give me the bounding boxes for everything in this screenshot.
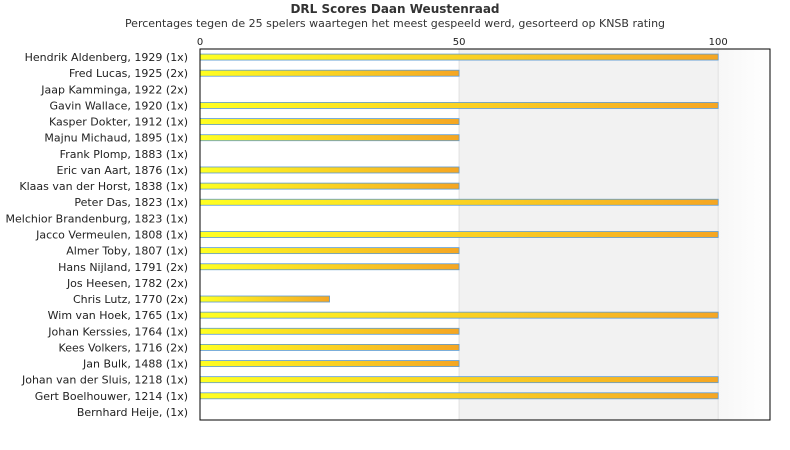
bar	[199, 376, 719, 384]
chart-title: DRL Scores Daan Weustenraad	[290, 2, 500, 16]
bar	[199, 69, 460, 77]
category-label: Jos Heesen, 1782 (2x)	[66, 277, 188, 290]
bar	[199, 53, 719, 61]
chart-subtitle: Percentages tegen de 25 spelers waartege…	[124, 17, 666, 30]
category-label: Fred Lucas, 1925 (2x)	[69, 67, 188, 80]
category-label: Johan van der Sluis, 1218 (1x)	[21, 374, 188, 387]
category-label: Chris Lutz, 1770 (2x)	[73, 293, 188, 306]
category-label: Eric van Aart, 1876 (1x)	[57, 164, 188, 177]
category-label: Klaas van der Horst, 1838 (1x)	[19, 180, 188, 193]
bar	[199, 344, 460, 351]
category-label: Hans Nijland, 1791 (2x)	[58, 261, 188, 274]
category-label: Melchior Brandenburg, 1823 (1x)	[6, 212, 188, 225]
bar	[199, 134, 460, 142]
x-tick-label: 0	[197, 37, 203, 48]
grid-band	[718, 49, 770, 420]
bar	[199, 198, 719, 206]
plot-frame	[199, 48, 771, 421]
bar	[199, 311, 719, 319]
category-label: Hendrik Aldenberg, 1929 (1x)	[25, 51, 188, 64]
category-label: Bernhard Heije, (1x)	[77, 406, 188, 419]
x-tick-label: 50	[453, 37, 466, 48]
bar	[199, 327, 460, 335]
bar	[199, 231, 719, 238]
category-label: Jan Bulk, 1488 (1x)	[82, 358, 188, 371]
category-label: Almer Toby, 1807 (1x)	[66, 245, 188, 258]
category-label: Jaap Kamminga, 1922 (2x)	[40, 83, 188, 96]
bar	[199, 102, 719, 109]
category-label: Frank Plomp, 1883 (1x)	[60, 148, 188, 161]
bar	[199, 182, 460, 190]
x-tick-label: 100	[709, 37, 728, 48]
category-label: Wim van Hoek, 1765 (1x)	[48, 309, 188, 322]
category-label: Gert Boelhouwer, 1214 (1x)	[35, 390, 188, 403]
category-label: Jacco Vermeulen, 1808 (1x)	[35, 229, 188, 242]
category-label: Gavin Wallace, 1920 (1x)	[50, 99, 188, 112]
bar	[199, 392, 719, 400]
bar	[199, 166, 460, 174]
bar	[199, 118, 460, 125]
category-label: Johan Kerssies, 1764 (1x)	[47, 325, 188, 338]
category-label: Majnu Michaud, 1895 (1x)	[44, 132, 188, 145]
category-label: Peter Das, 1823 (1x)	[74, 196, 188, 209]
bar	[199, 263, 460, 271]
category-label: Kasper Dokter, 1912 (1x)	[49, 116, 188, 129]
bar	[199, 295, 330, 303]
category-label: Kees Volkers, 1716 (2x)	[59, 341, 188, 354]
bar	[199, 247, 460, 255]
bar	[199, 360, 460, 367]
